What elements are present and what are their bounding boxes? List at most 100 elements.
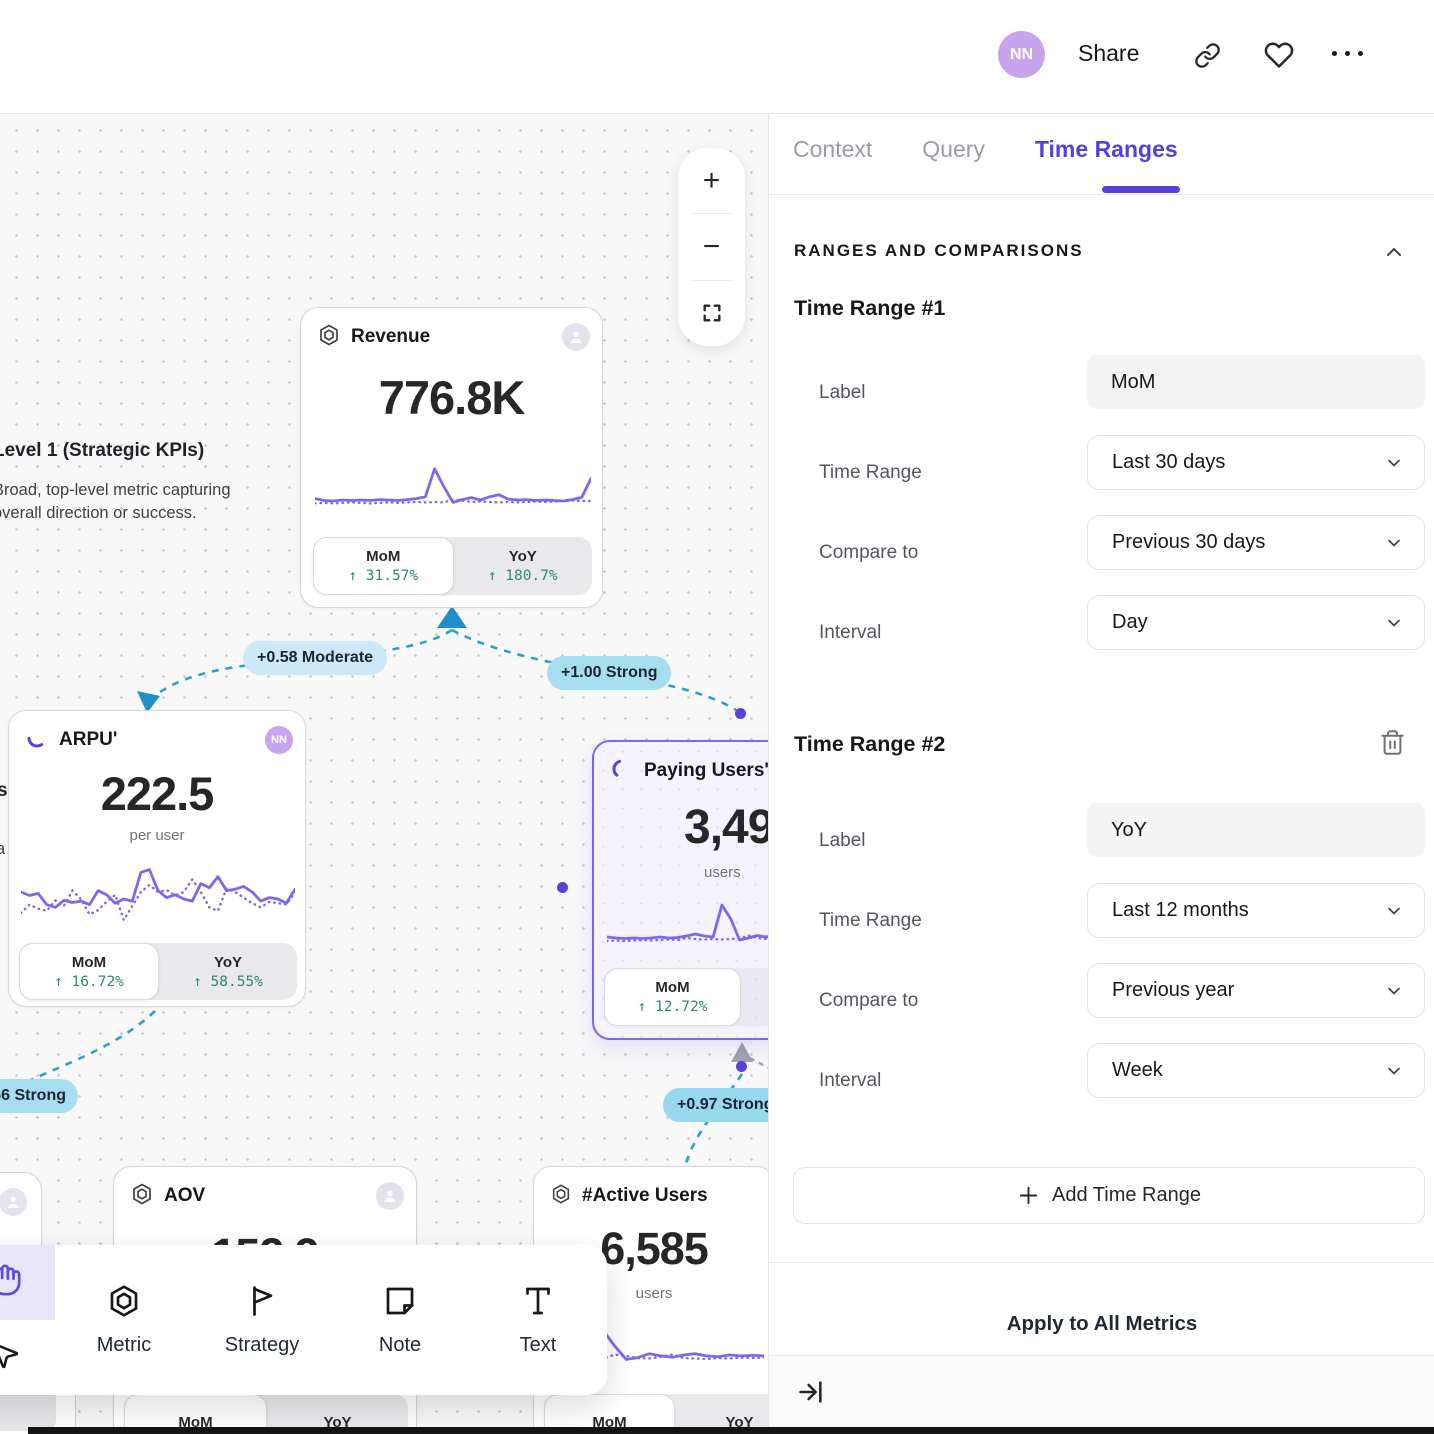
connection-handle[interactable]	[735, 708, 746, 719]
panel-tabs: Context Query Time Ranges	[769, 114, 1434, 195]
select-tool-button[interactable]	[0, 1320, 55, 1395]
mom-percent: ↑ 12.72%	[637, 999, 708, 1015]
plus-icon	[1017, 1184, 1040, 1207]
clipped-annotation-fragment: a	[0, 840, 6, 858]
delete-time-range-icon[interactable]	[1379, 729, 1406, 761]
correlation-chip: +0.58 Moderate	[243, 641, 388, 675]
chevron-down-icon	[1384, 453, 1404, 473]
collapse-panel-icon[interactable]	[797, 1378, 825, 1411]
yoy-percent: ↑ 58.55%	[193, 973, 263, 990]
clipped-annotation-fragment: s	[0, 780, 8, 801]
user-avatar[interactable]: NN	[998, 31, 1045, 78]
add-strategy-button[interactable]: Strategy	[193, 1245, 331, 1395]
metric-unit: users	[635, 1285, 673, 1302]
time-range-field-label: Time Range	[819, 910, 922, 931]
interval-field-label: Interval	[819, 622, 882, 643]
mom-toggle[interactable]: MoM ↑ 31.57%	[313, 537, 454, 595]
annotation-title: Level 1 (Strategic KPIs)	[0, 440, 205, 461]
add-metric-button[interactable]: Metric	[55, 1245, 193, 1395]
card-title: Paying Users'	[644, 760, 768, 781]
owner-avatar-icon	[0, 1188, 27, 1216]
mom-percent: ↑ 16.72%	[54, 973, 124, 990]
yoy-toggle[interactable]: YoY	[725, 1414, 754, 1431]
metric-unit: per user	[129, 827, 185, 844]
section-title: RANGES AND COMPARISONS	[794, 241, 1084, 260]
link-icon[interactable]	[1194, 42, 1221, 74]
tab-context[interactable]: Context	[793, 136, 873, 162]
range1-label-input[interactable]: MoM	[1087, 355, 1425, 409]
yoy-percent: ↑ 180.7%	[487, 568, 558, 584]
add-note-button[interactable]: Note	[331, 1245, 469, 1395]
chevron-down-icon	[1384, 981, 1404, 1001]
apply-all-metrics-button[interactable]: Apply to All Metrics	[1006, 1312, 1198, 1335]
flag-icon	[244, 1283, 280, 1324]
loading-arc-icon	[25, 726, 49, 755]
more-options-icon[interactable]	[1332, 51, 1363, 56]
chevron-down-icon	[1384, 533, 1404, 553]
range2-time-range-select[interactable]: Last 12 months	[1087, 883, 1425, 938]
range1-interval-select[interactable]: Day	[1087, 595, 1425, 650]
mom-percent: ↑ 31.57%	[348, 568, 419, 584]
label-field-label: Label	[819, 382, 866, 403]
canvas[interactable]: Level 1 (Strategic KPIs) Broad, top-leve…	[0, 114, 768, 1434]
correlation-chip: +0.97 Strong	[663, 1088, 768, 1122]
add-time-range-button[interactable]: Add Time Range	[793, 1167, 1425, 1224]
yoy-toggle[interactable]: YoY ↑ 58.55%	[193, 953, 263, 990]
metric-hexagon-icon	[106, 1283, 142, 1324]
card-title: AOV	[164, 1185, 206, 1206]
note-icon	[382, 1283, 418, 1324]
compare-to-field-label: Compare to	[819, 542, 919, 563]
hand-icon	[0, 1263, 22, 1302]
metric-card-paying-users[interactable]: Paying Users' 3,49 users MoM ↑ 12.72%	[592, 740, 768, 1040]
chevron-up-icon[interactable]	[1382, 240, 1406, 269]
card-title: ARPU'	[59, 729, 118, 750]
card-title: Revenue	[351, 326, 431, 347]
time-range-field-label: Time Range	[819, 462, 922, 483]
metric-value: 776.8K	[378, 371, 526, 424]
share-button[interactable]: Share	[1078, 40, 1140, 66]
metric-hexagon-icon	[130, 1182, 154, 1211]
correlation-chip: +1.00 Strong	[547, 656, 672, 690]
yoy-toggle[interactable]: YoY ↑ 180.7%	[487, 548, 558, 584]
tab-time-ranges[interactable]: Time Ranges	[1034, 136, 1178, 162]
divider	[769, 1262, 1434, 1263]
panel-footer	[769, 1355, 1434, 1434]
window-edge	[28, 1427, 1434, 1434]
paying-sparkline	[605, 894, 768, 952]
active-tab-indicator	[1102, 186, 1180, 193]
chevron-down-icon	[1384, 901, 1404, 921]
metric-card-arpu[interactable]: ARPU' NN 222.5 per user MoM ↑ 16.72% YoY…	[8, 710, 306, 1007]
zoom-in-button[interactable]: +	[702, 163, 721, 197]
yoy-toggle[interactable]	[741, 968, 768, 1026]
pan-tool-button[interactable]	[0, 1245, 55, 1320]
annotation-description: Broad, top-level metric capturing overal…	[0, 481, 231, 522]
canvas-annotation-level1: Level 1 (Strategic KPIs) Broad, top-leve…	[0, 440, 231, 525]
mom-toggle[interactable]: MoM ↑ 16.72%	[19, 943, 159, 1000]
zoom-out-button[interactable]: −	[702, 230, 721, 263]
chevron-down-icon	[1384, 613, 1404, 633]
connection-handle[interactable]	[736, 1061, 747, 1072]
mom-toggle[interactable]: MoM ↑ 12.72%	[604, 968, 741, 1026]
range1-time-range-select[interactable]: Last 30 days	[1087, 435, 1425, 490]
metric-hexagon-icon	[550, 1183, 572, 1210]
metric-unit: users	[704, 864, 741, 881]
range2-interval-select[interactable]: Week	[1087, 1043, 1425, 1098]
metric-value: 3,49	[684, 801, 768, 854]
compare-to-field-label: Compare to	[819, 990, 919, 1011]
time-range-2-title: Time Range #2	[794, 732, 946, 756]
metric-card-revenue[interactable]: Revenue 776.8K MoM ↑ 31.57% YoY ↑ 180.7%	[300, 307, 603, 608]
range2-compare-to-select[interactable]: Previous year	[1087, 963, 1425, 1018]
metric-value: 6,585	[600, 1223, 709, 1274]
fit-view-button[interactable]	[678, 281, 745, 346]
range1-compare-to-select[interactable]: Previous 30 days	[1087, 515, 1425, 570]
yoy-toggle[interactable]: YoY	[323, 1414, 352, 1431]
add-text-button[interactable]: Text	[469, 1245, 607, 1395]
tab-query[interactable]: Query	[922, 136, 985, 162]
range2-label-input[interactable]: YoY	[1087, 803, 1425, 857]
metric-hexagon-icon	[317, 323, 341, 352]
connection-handle[interactable]	[557, 882, 568, 893]
label-field-label: Label	[819, 830, 866, 851]
favorite-heart-icon[interactable]	[1264, 40, 1294, 75]
loading-arc-icon	[610, 757, 634, 786]
